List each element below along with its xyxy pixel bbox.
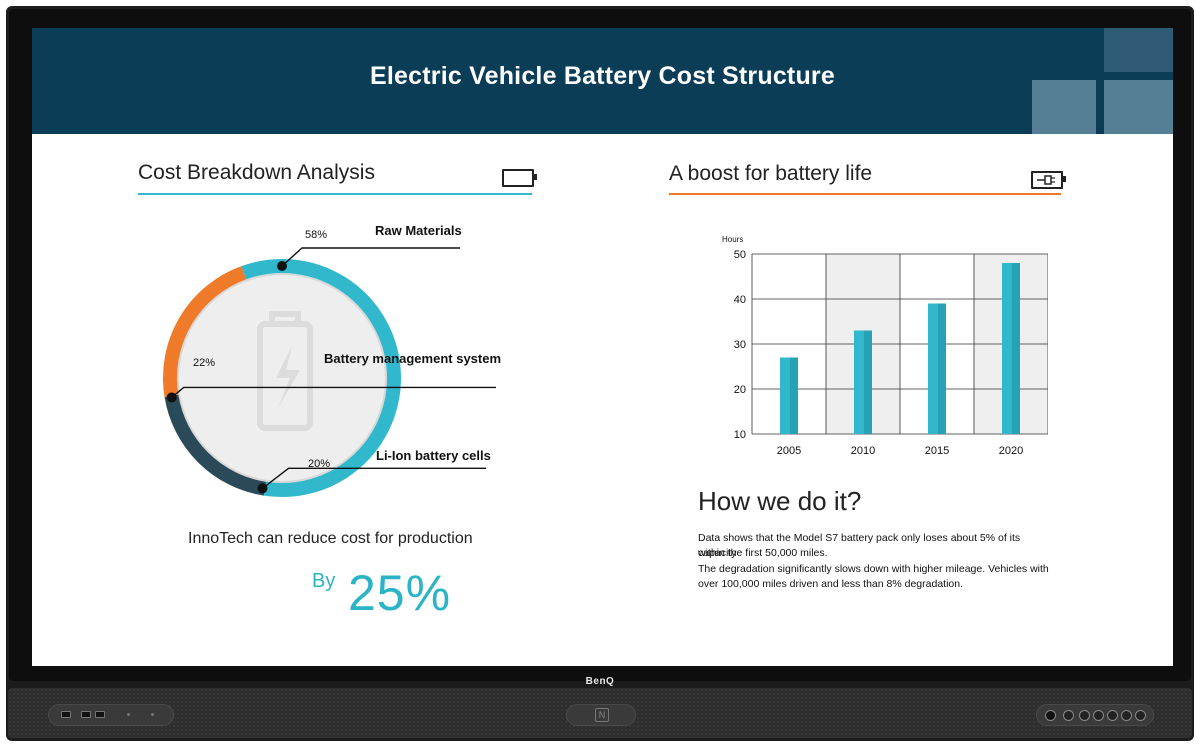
callout-dot [166,392,177,403]
sensor-dot-icon [151,713,154,716]
paragraph-line: over 100,000 miles driven and less than … [698,578,964,590]
brand-logo: BenQ [585,676,615,687]
x-tick-label: 2020 [999,445,1023,457]
menu-button[interactable] [1107,710,1118,721]
callout-line [262,467,486,489]
home-button[interactable] [1079,710,1090,721]
input-button[interactable] [1093,710,1104,721]
nfc-pad[interactable]: N [566,704,636,726]
left-section-title: Cost Breakdown Analysis [138,161,375,184]
callout-line [281,247,460,267]
donut-center [177,273,387,483]
donut-segment [163,266,247,398]
io-ports-panel [48,704,174,726]
power-light-icon [1045,710,1056,721]
bar-shade [789,357,798,434]
y-tick-label: 10 [734,429,746,441]
how-we-do-it-heading: How we do it? [698,486,862,516]
power-button[interactable] [1063,710,1074,721]
donut-segment [241,259,401,497]
page-title: Electric Vehicle Battery Cost Structure [370,62,835,90]
bar-shade [1011,263,1020,434]
y-tick-label: 30 [734,339,746,351]
front-panel: N [8,688,1192,738]
percent-label-bms: 22% [193,357,216,369]
paragraph-line: within the first 50,000 miles. [698,547,828,559]
y-tick-label: 50 [734,249,746,261]
y-axis-label: Hours [722,235,743,244]
donut-segment [164,394,267,496]
usb-port-icon[interactable] [81,711,91,718]
battery-bolt-icon [257,311,313,431]
reduction-percent: 25% [348,565,452,621]
bar-shade [937,303,946,434]
reduce-cost-text: InnoTech can reduce cost for production [188,530,473,547]
by-label: By [312,570,336,592]
label-raw-materials: Raw Materials [375,223,462,238]
usb-port-icon[interactable] [61,711,71,718]
x-tick-label: 2010 [851,445,875,457]
paragraph-line: The degradation significantly slows down… [698,563,1049,575]
callout-dot [257,483,268,494]
battery-life-bar-chart: 10 20 30 40 50 Hours 2005 2010 2015 2020 [722,235,1048,457]
percent-label-li-ion: 20% [308,458,331,470]
header-banner: Electric Vehicle Battery Cost Structure [32,28,1173,134]
percent-label-raw-materials: 58% [305,229,328,241]
presentation-screen: Electric Vehicle Battery Cost Structure … [32,28,1173,666]
left-section-rule [138,193,532,195]
decorative-square [1104,28,1173,72]
x-tick-label: 2005 [777,445,801,457]
callout-dot [277,261,287,271]
volume-down-button[interactable] [1121,710,1132,721]
y-tick-label: 40 [734,294,746,306]
label-battery-management-system: Battery management system [324,351,502,366]
usb-port-icon[interactable] [95,711,105,718]
battery-charging-icon [1031,171,1066,189]
battery-outline-icon [502,169,537,187]
paragraph-line: Data shows that the Model S7 battery pac… [698,532,1021,559]
volume-up-button[interactable] [1135,710,1146,721]
x-tick-label: 2015 [925,445,949,457]
decorative-square [1104,80,1173,134]
callout-line [171,386,496,398]
label-li-ion-battery-cells: Li-Ion battery cells [376,448,491,463]
sensor-dot-icon [127,713,130,716]
bar-shade [863,330,872,434]
control-buttons-panel [1036,704,1154,726]
y-tick-label: 20 [734,384,746,396]
right-section-rule [669,193,1061,195]
decorative-square [1032,80,1096,134]
nfc-icon: N [595,708,609,722]
right-section-title: A boost for battery life [669,162,873,185]
